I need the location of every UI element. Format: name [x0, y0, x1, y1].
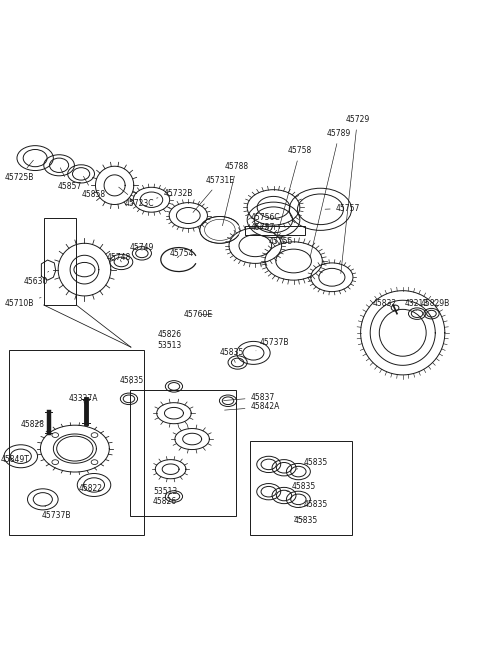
Text: 45835: 45835 — [294, 516, 318, 525]
Bar — [250, 441, 352, 535]
Text: 45729: 45729 — [341, 115, 370, 274]
Text: 45858: 45858 — [82, 176, 106, 199]
Text: 45749: 45749 — [130, 243, 154, 252]
Text: 45835: 45835 — [287, 482, 316, 492]
Text: 45710B: 45710B — [4, 298, 41, 308]
Text: 45758: 45758 — [275, 146, 312, 243]
Text: 45835: 45835 — [220, 348, 244, 363]
Text: 45832: 45832 — [373, 298, 397, 308]
Text: 45828: 45828 — [21, 420, 45, 429]
Text: 45822: 45822 — [78, 479, 102, 493]
Text: 45630: 45630 — [24, 272, 49, 285]
Text: 45756C: 45756C — [251, 213, 280, 222]
Text: 53513
45826: 53513 45826 — [153, 487, 177, 506]
Text: 45826
53513: 45826 53513 — [157, 330, 182, 350]
Text: 43327A: 43327A — [69, 394, 98, 403]
Text: 45757: 45757 — [325, 204, 360, 213]
Bar — [44, 218, 76, 305]
Text: 45849T: 45849T — [0, 455, 30, 464]
Text: 45835: 45835 — [120, 376, 144, 385]
Bar — [130, 390, 236, 516]
Text: 45732B: 45732B — [156, 188, 193, 198]
Text: 45748: 45748 — [107, 253, 131, 262]
Text: 45737B: 45737B — [41, 506, 71, 520]
Text: 45842A: 45842A — [225, 403, 280, 411]
Text: 45788: 45788 — [222, 162, 249, 226]
Text: 45835: 45835 — [297, 459, 327, 469]
Text: 45731E: 45731E — [193, 176, 235, 213]
Text: 45755: 45755 — [269, 234, 293, 247]
Text: 45835: 45835 — [300, 500, 327, 508]
Text: 45789: 45789 — [310, 129, 351, 257]
Bar — [9, 350, 144, 535]
Bar — [245, 226, 305, 235]
Text: 45737B: 45737B — [256, 338, 289, 351]
Text: 45857: 45857 — [57, 168, 82, 191]
Text: 45723C: 45723C — [119, 187, 154, 208]
Text: 45760E: 45760E — [183, 310, 213, 319]
Text: 45837: 45837 — [224, 393, 275, 402]
Text: 45725B: 45725B — [4, 160, 34, 182]
Text: 45829B: 45829B — [421, 298, 450, 311]
Text: 45754: 45754 — [169, 249, 193, 258]
Text: 43213: 43213 — [405, 298, 429, 311]
Text: 45757: 45757 — [251, 223, 275, 232]
